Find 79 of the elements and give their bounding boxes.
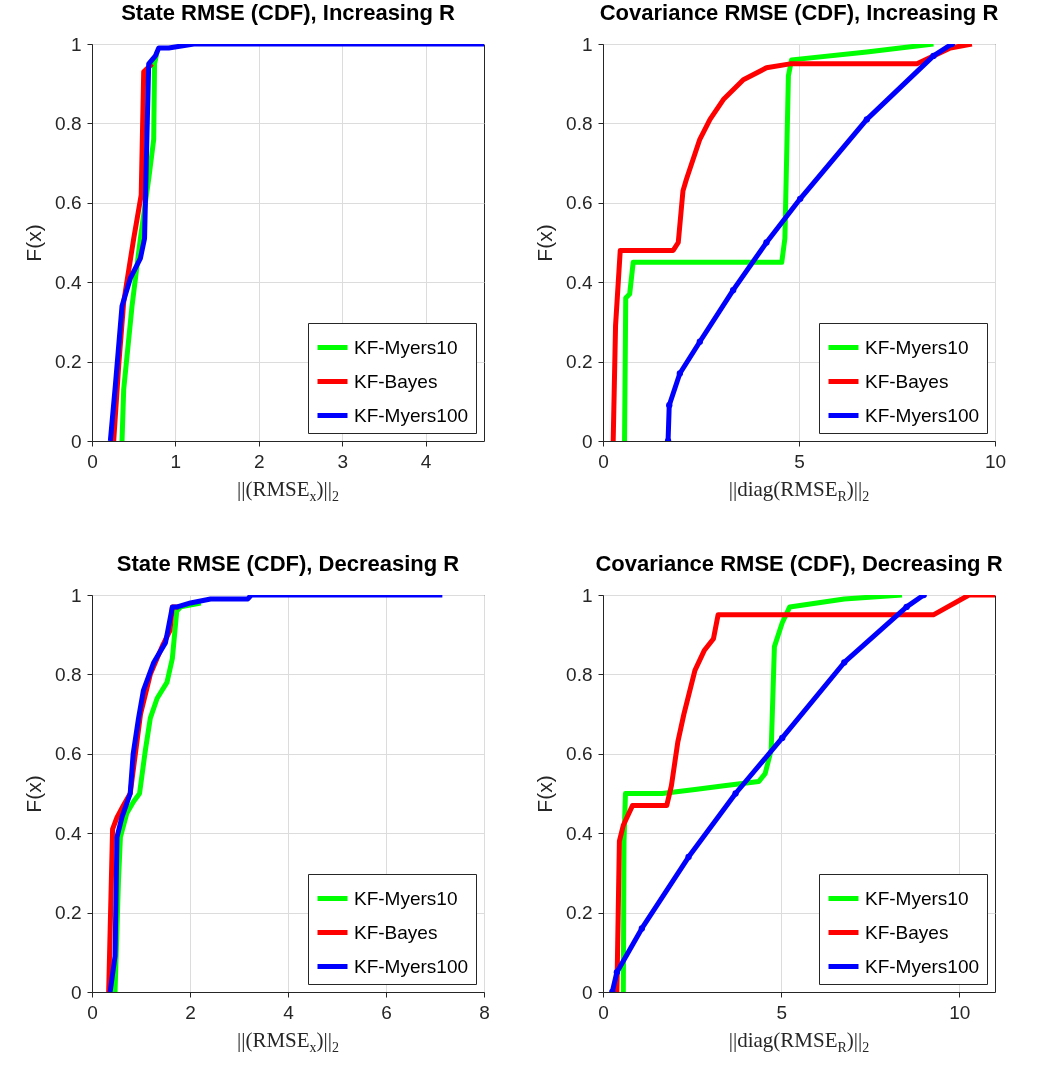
y-tick-label: 0.2 (566, 902, 593, 924)
x-tick-label: 0 (87, 1001, 98, 1023)
legend-label: KF-Myers100 (354, 404, 469, 426)
x-tick-label: 6 (381, 1001, 392, 1023)
chart-title: State RMSE (CDF), Increasing R (121, 0, 455, 25)
point (696, 338, 703, 345)
point (841, 659, 848, 666)
chart-title: State RMSE (CDF), Decreasing R (116, 551, 460, 576)
point (863, 116, 870, 123)
y-tick-label: 0.6 (55, 192, 82, 214)
legend-label: KF-Bayes (865, 370, 949, 392)
y-axis-title: F(x) (533, 224, 557, 262)
x-tick-label: 4 (420, 450, 432, 472)
y-tick-label: 0.8 (566, 663, 593, 685)
point (903, 603, 910, 611)
legend-label: KF-Myers10 (354, 336, 458, 358)
y-tick-label: 0 (70, 981, 82, 1003)
y-tick-label: 0.2 (55, 902, 82, 924)
legend-label: KF-Myers100 (354, 955, 469, 977)
legend-label: KF-Bayes (354, 370, 438, 392)
y-tick-label: 1 (581, 33, 593, 55)
y-tick-label: 0.2 (566, 351, 593, 373)
point (797, 195, 804, 202)
x-tick-label: 4 (283, 1001, 295, 1023)
x-tick-label: 0 (87, 450, 98, 472)
x-tick-label: 5 (776, 1001, 787, 1023)
x-axis-title: ||diag(RMSE$_{R}$)||$_{2}$ (727, 477, 871, 506)
y-tick-label: 0.4 (55, 822, 82, 844)
x-tick-label: 5 (794, 450, 805, 472)
y-tick-label: 0 (70, 430, 82, 452)
chart-title: Covariance RMSE (CDF), Decreasing R (595, 551, 1003, 576)
y-tick-label: 0.6 (55, 743, 82, 765)
y-tick-label: 0.4 (566, 822, 593, 844)
y-tick-label: 0 (581, 430, 593, 452)
x-tick-label: 2 (254, 450, 265, 472)
x-tick-label: 8 (479, 1001, 490, 1023)
chart-title: Covariance RMSE (CDF), Increasing R (599, 0, 999, 25)
y-tick-label: 0.6 (566, 743, 593, 765)
x-axis-title: ||(RMSE$_{x}$)||$_{2}$ (236, 477, 340, 506)
y-axis-title: F(x) (22, 224, 46, 262)
y-tick-label: 0.8 (55, 112, 82, 134)
y-tick-label: 0.8 (566, 112, 593, 134)
y-tick-label: 0.2 (55, 351, 82, 373)
legend-label: KF-Bayes (865, 921, 949, 943)
x-tick-label: 0 (598, 450, 609, 472)
point (676, 370, 683, 377)
legend-label: KF-Myers10 (354, 887, 458, 909)
point (685, 853, 692, 861)
y-tick-label: 0.6 (566, 192, 593, 214)
y-tick-label: 0.4 (566, 271, 593, 293)
legend-label: KF-Myers10 (865, 336, 969, 358)
y-tick-label: 0.8 (55, 663, 82, 685)
point (779, 734, 786, 742)
x-axis-title: ||(RMSE$_{x}$)||$_{2}$ (236, 1028, 340, 1057)
y-tick-label: 1 (70, 584, 82, 606)
point (930, 52, 937, 60)
x-tick-label: 10 (949, 1001, 971, 1023)
x-tick-label: 2 (185, 1001, 196, 1023)
y-tick-label: 1 (581, 584, 593, 606)
legend-label: KF-Bayes (354, 921, 438, 943)
x-tick-label: 3 (337, 450, 348, 472)
legend-label: KF-Myers100 (865, 955, 980, 977)
point (763, 239, 770, 246)
y-tick-label: 1 (70, 33, 82, 55)
legend-label: KF-Myers100 (865, 404, 980, 426)
x-tick-label: 10 (984, 450, 1007, 472)
x-tick-label: 1 (170, 450, 182, 472)
point (732, 790, 739, 797)
point (666, 402, 673, 409)
y-axis-title: F(x) (533, 775, 557, 813)
point (613, 968, 621, 976)
x-axis-title: ||diag(RMSE$_{R}$)||$_{2}$ (727, 1028, 871, 1057)
y-tick-label: 0 (581, 981, 593, 1003)
y-axis-title: F(x) (22, 775, 46, 813)
y-tick-label: 0.4 (55, 271, 82, 293)
point (729, 286, 737, 294)
legend-label: KF-Myers10 (865, 887, 969, 909)
point (638, 925, 646, 932)
x-tick-label: 0 (598, 1001, 609, 1023)
